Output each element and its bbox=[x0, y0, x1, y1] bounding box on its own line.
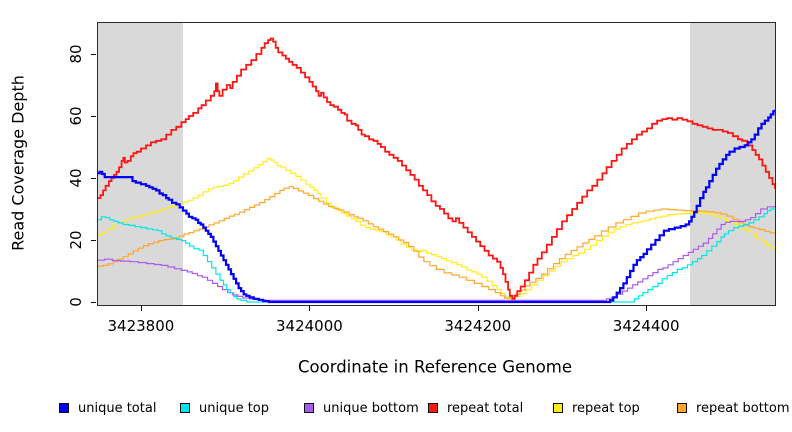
legend-swatch-icon bbox=[428, 403, 438, 413]
plot-canvas bbox=[98, 23, 775, 305]
x-axis-title: Coordinate in Reference Genome bbox=[297, 357, 573, 377]
y-tick-label: 20 bbox=[67, 230, 85, 250]
x-tick bbox=[477, 306, 479, 311]
y-tick-label: 60 bbox=[67, 106, 85, 126]
legend-label: unique total bbox=[78, 400, 157, 416]
legend-item-repeat-total: repeat total bbox=[428, 400, 524, 416]
y-tick bbox=[91, 240, 96, 241]
legend-label: unique bottom bbox=[323, 400, 419, 416]
y-tick bbox=[91, 116, 96, 117]
legend-item-unique-bottom: unique bottom bbox=[304, 400, 419, 416]
y-tick bbox=[91, 178, 96, 179]
series-line-repeat-total bbox=[98, 37, 775, 300]
x-tick bbox=[140, 306, 142, 311]
series-line-unique-total bbox=[98, 109, 775, 304]
legend-swatch-icon bbox=[677, 403, 687, 413]
legend-item-unique-total: unique total bbox=[59, 400, 157, 416]
x-tick-label: 3424400 bbox=[612, 317, 680, 335]
series-line-repeat-bottom bbox=[98, 186, 775, 299]
y-tick bbox=[91, 54, 96, 55]
x-tick bbox=[309, 306, 311, 311]
shaded-region bbox=[98, 23, 183, 305]
legend-label: repeat top bbox=[572, 400, 640, 416]
x-tick-label: 3424000 bbox=[275, 317, 343, 335]
legend-swatch-icon bbox=[59, 403, 69, 413]
y-tick-label: 40 bbox=[67, 168, 85, 188]
x-tick-label: 3423800 bbox=[107, 317, 175, 335]
y-tick-label: 0 bbox=[67, 297, 85, 307]
y-tick bbox=[91, 302, 96, 303]
legend-item-repeat-bottom: repeat bottom bbox=[677, 400, 790, 416]
series-line-unique-bottom bbox=[98, 205, 775, 301]
legend-label: repeat total bbox=[447, 400, 524, 416]
shaded-region bbox=[690, 23, 775, 305]
plot-area bbox=[97, 22, 776, 306]
x-tick bbox=[646, 306, 648, 311]
legend-label: unique top bbox=[199, 400, 270, 416]
x-tick-label: 3424200 bbox=[444, 317, 512, 335]
legend-item-repeat-top: repeat top bbox=[553, 400, 640, 416]
legend-swatch-icon bbox=[180, 403, 190, 413]
legend-swatch-icon bbox=[553, 403, 563, 413]
legend-swatch-icon bbox=[304, 403, 314, 413]
legend-item-unique-top: unique top bbox=[180, 400, 270, 416]
y-axis-title: Read Coverage Depth bbox=[8, 75, 28, 251]
y-tick-label: 80 bbox=[67, 44, 85, 64]
series-line-unique-top bbox=[98, 207, 775, 303]
legend-label: repeat bottom bbox=[696, 400, 790, 416]
